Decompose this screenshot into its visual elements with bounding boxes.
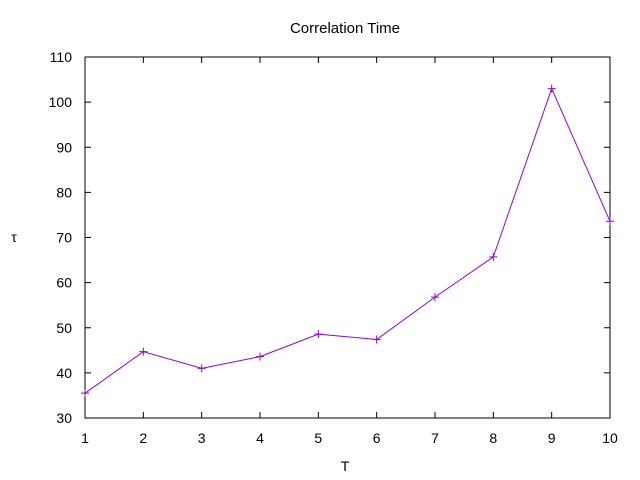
series-layer <box>81 84 614 398</box>
y-tick-label: 80 <box>56 184 72 200</box>
x-tick-label: 7 <box>431 430 439 446</box>
data-point <box>197 364 206 373</box>
data-point <box>606 217 614 226</box>
axis-ticks <box>84 56 611 419</box>
x-tick-label: 3 <box>198 430 206 446</box>
x-tick-label: 8 <box>489 430 497 446</box>
data-point <box>256 352 264 361</box>
x-tick-label: 10 <box>602 430 618 446</box>
data-point <box>139 347 148 356</box>
tick-labels: 1 2 3 4 5 6 7 8 9 10 30 40 50 60 70 80 90 100 110 <box>49 49 618 446</box>
y-tick-label: 50 <box>56 320 72 336</box>
y-axis-title: τ <box>11 229 17 245</box>
x-axis-title: T <box>341 458 350 474</box>
y-tick-label: 70 <box>56 230 72 246</box>
x-tick-label: 4 <box>256 430 264 446</box>
x-tick-label: 9 <box>548 430 556 446</box>
data-point <box>431 293 439 302</box>
y-tick-label: 110 <box>50 49 73 65</box>
x-tick-label: 6 <box>373 430 381 446</box>
x-tick-label: 1 <box>81 430 89 446</box>
data-point <box>314 330 323 339</box>
x-tick-label: 5 <box>314 430 322 446</box>
data-point <box>372 335 381 344</box>
x-tick-label: 2 <box>139 430 147 446</box>
y-tick-label: 40 <box>56 365 72 381</box>
y-tick-label: 100 <box>49 94 73 110</box>
series-line <box>84 87 611 394</box>
data-point <box>81 389 89 398</box>
data-point <box>547 84 556 93</box>
y-tick-label: 90 <box>56 139 72 155</box>
data-point <box>489 252 498 261</box>
y-tick-label: 60 <box>56 275 72 291</box>
y-tick-label: 30 <box>56 410 72 426</box>
plot-frame <box>84 56 611 419</box>
chart-title: Correlation Time <box>290 20 400 37</box>
